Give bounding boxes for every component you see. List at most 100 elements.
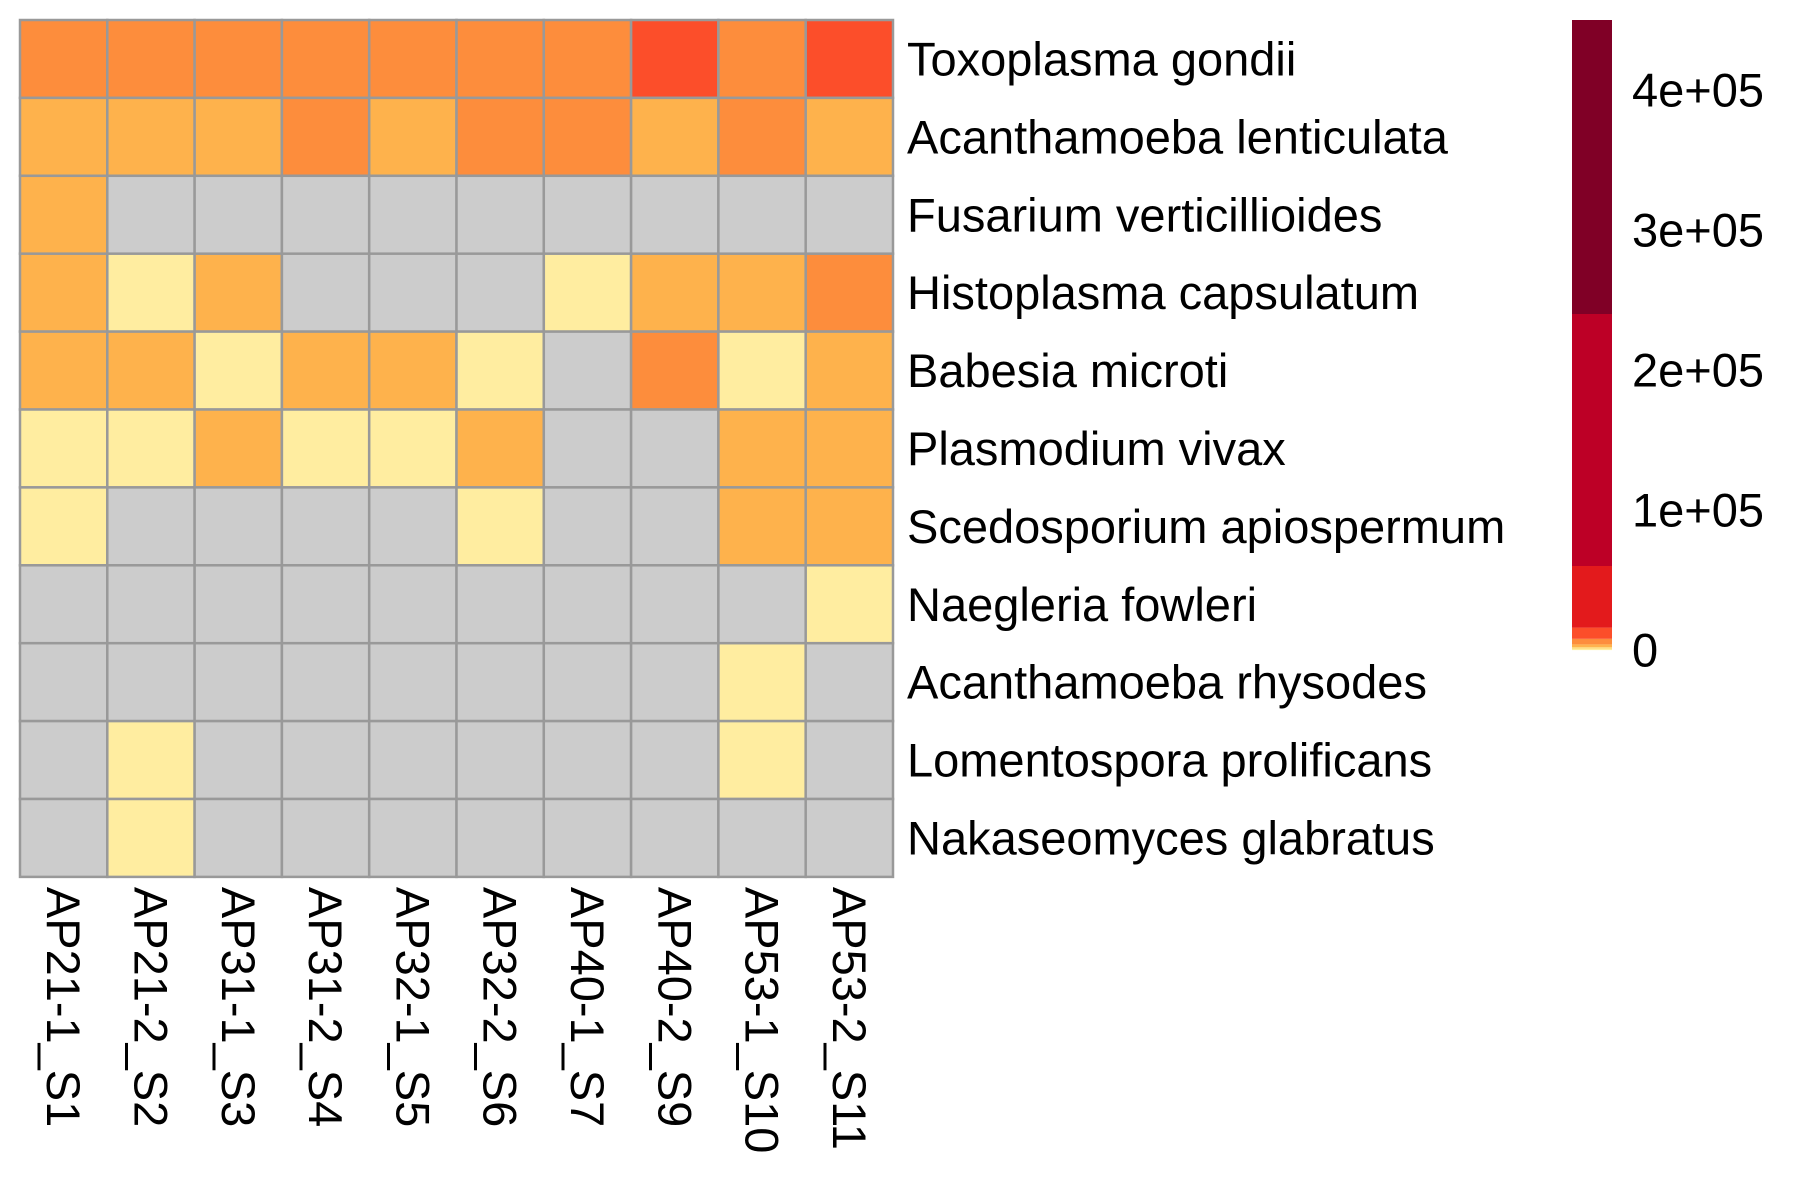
legend-color-segment — [1572, 627, 1612, 639]
legend-tick-label: 2e+05 — [1632, 344, 1764, 397]
legend-color-segment — [1572, 482, 1612, 566]
heatmap-cell — [629, 486, 720, 567]
column-label: AP53-1_S10 — [736, 887, 789, 1154]
heatmap-cell — [717, 486, 807, 567]
heatmap-cell — [717, 96, 807, 178]
row-label: Naegleria fowleri — [907, 578, 1257, 631]
legend-color-segment — [1572, 644, 1612, 648]
heatmap-cell — [280, 252, 371, 333]
legend-color-segment — [1572, 638, 1612, 645]
heatmap-cell — [106, 408, 196, 489]
row-labels: Toxoplasma gondii Acanthamoeba lenticulat… — [907, 32, 1505, 864]
heatmap-cell — [106, 252, 196, 333]
heatmap-cell — [629, 252, 720, 333]
heatmap-cell — [804, 18, 895, 100]
heatmap-cell — [629, 641, 720, 723]
legend-color-segment — [1572, 647, 1612, 649]
column-label: AP31-2_S4 — [299, 887, 352, 1127]
legend-color-bar — [1572, 20, 1612, 651]
row-label: Babesia microti — [907, 344, 1228, 397]
heatmap-cell — [18, 486, 109, 567]
heatmap-cell — [280, 408, 371, 489]
heatmap-cell — [367, 18, 458, 100]
heatmap-cell — [455, 797, 546, 879]
heatmap-cell — [280, 330, 371, 411]
heatmap-cell — [629, 18, 720, 100]
heatmap-cell — [542, 96, 633, 178]
column-label: AP21-2_S2 — [124, 887, 177, 1127]
heatmap-cells — [18, 18, 895, 879]
heatmap-cell — [542, 641, 633, 723]
heatmap-cell — [542, 252, 633, 333]
row-label: Lomentospora prolificans — [907, 734, 1432, 787]
legend-color-segment — [1572, 566, 1612, 608]
heatmap-cell — [804, 330, 895, 411]
legend-tick-label: 0 — [1632, 624, 1658, 677]
column-label: AP32-1_S5 — [386, 887, 439, 1127]
heatmap-cell — [542, 719, 633, 801]
heatmap-cell — [455, 641, 546, 723]
heatmap-cell — [106, 641, 196, 723]
heatmap-cell — [717, 18, 807, 100]
heatmap-cell — [18, 252, 109, 333]
column-label: AP32-2_S6 — [474, 887, 527, 1127]
legend-color-segment — [1572, 20, 1612, 314]
heatmap-cell — [367, 408, 458, 489]
heatmap-cell — [717, 174, 807, 255]
heatmap-cell — [193, 252, 284, 333]
heatmap-cell — [542, 174, 633, 255]
row-label: Scedosporium apiospermum — [907, 500, 1505, 553]
heatmap-cell — [193, 719, 284, 801]
column-label: AP40-1_S7 — [561, 887, 614, 1127]
heatmap-cell — [629, 174, 720, 255]
heatmap-cell — [193, 18, 284, 100]
heatmap-cell — [717, 252, 807, 333]
column-label: AP31-1_S3 — [212, 887, 265, 1127]
heatmap-cell — [367, 96, 458, 178]
heatmap-cell — [804, 96, 895, 178]
heatmap-cell — [193, 408, 284, 489]
heatmap-cell — [106, 564, 196, 645]
legend-tick-label: 3e+05 — [1632, 204, 1764, 257]
heatmap-cell — [106, 797, 196, 879]
legend-tick-label: 4e+05 — [1632, 64, 1764, 117]
heatmap-cell — [18, 797, 109, 879]
row-label: Acanthamoeba rhysodes — [907, 656, 1427, 709]
heatmap-cell — [280, 719, 371, 801]
row-label: Histoplasma capsulatum — [907, 266, 1419, 319]
heatmap-cell — [106, 486, 196, 567]
heatmap-cell — [717, 564, 807, 645]
heatmap-cell — [542, 330, 633, 411]
heatmap-cell — [542, 486, 633, 567]
heatmap-cell — [717, 797, 807, 879]
heatmap-cell — [18, 96, 109, 178]
heatmap-cell — [542, 797, 633, 879]
heatmap-cell — [804, 719, 895, 801]
heatmap-cell — [804, 408, 895, 489]
heatmap-cell — [455, 486, 546, 567]
heatmap-cell — [193, 174, 284, 255]
heatmap-cell — [280, 18, 371, 100]
heatmap-cell — [193, 797, 284, 879]
column-label: AP21-1_S1 — [37, 887, 90, 1127]
legend-ticks: 0 1e+05 2e+05 3e+05 4e+05 — [1632, 64, 1764, 677]
heatmap-cell — [193, 486, 284, 567]
heatmap-cell — [629, 564, 720, 645]
heatmap-cell — [455, 96, 546, 178]
heatmap-cell — [18, 564, 109, 645]
legend-tick-label: 1e+05 — [1632, 484, 1764, 537]
heatmap-cell — [193, 330, 284, 411]
heatmap-cell — [367, 486, 458, 567]
heatmap-cell — [193, 96, 284, 178]
row-label: Acanthamoeba lenticulata — [907, 110, 1449, 163]
heatmap-cell — [542, 408, 633, 489]
heatmap-cell — [18, 408, 109, 489]
heatmap-cell — [804, 486, 895, 567]
heatmap-cell — [717, 408, 807, 489]
heatmap-cell — [106, 96, 196, 178]
heatmap-cell — [804, 797, 895, 879]
heatmap-cell — [106, 18, 196, 100]
column-labels: AP21-1_S1 AP21-2_S2 AP31-1_S3 AP31-2_S4 AP32… — [37, 887, 876, 1154]
heatmap-cell — [542, 18, 633, 100]
